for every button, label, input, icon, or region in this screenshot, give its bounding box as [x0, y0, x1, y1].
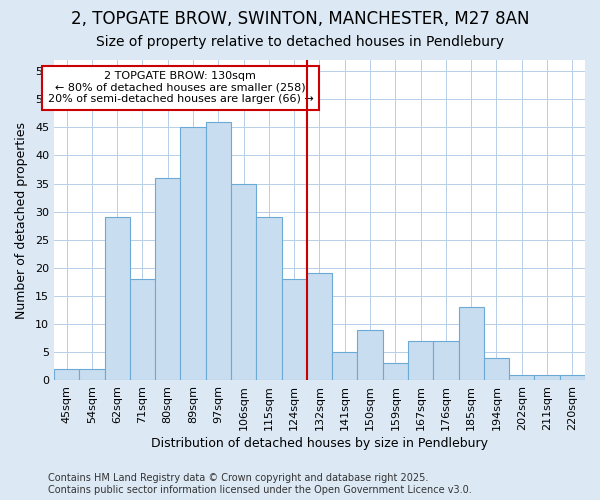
X-axis label: Distribution of detached houses by size in Pendlebury: Distribution of detached houses by size … — [151, 437, 488, 450]
Bar — [433, 341, 458, 380]
Bar — [231, 184, 256, 380]
Bar — [458, 307, 484, 380]
Text: 2 TOPGATE BROW: 130sqm
← 80% of detached houses are smaller (258)
20% of semi-de: 2 TOPGATE BROW: 130sqm ← 80% of detached… — [47, 71, 313, 104]
Bar — [383, 364, 408, 380]
Bar — [332, 352, 358, 380]
Bar — [535, 374, 560, 380]
Bar — [104, 218, 130, 380]
Bar — [307, 274, 332, 380]
Bar — [256, 218, 281, 380]
Bar — [281, 279, 307, 380]
Bar — [560, 374, 585, 380]
Bar — [130, 279, 155, 380]
Bar — [358, 330, 383, 380]
Bar — [79, 369, 104, 380]
Bar — [155, 178, 181, 380]
Bar — [509, 374, 535, 380]
Text: Contains HM Land Registry data © Crown copyright and database right 2025.
Contai: Contains HM Land Registry data © Crown c… — [48, 474, 472, 495]
Bar — [206, 122, 231, 380]
Text: 2, TOPGATE BROW, SWINTON, MANCHESTER, M27 8AN: 2, TOPGATE BROW, SWINTON, MANCHESTER, M2… — [71, 10, 529, 28]
Bar — [181, 128, 206, 380]
Bar — [408, 341, 433, 380]
Bar — [484, 358, 509, 380]
Bar — [54, 369, 79, 380]
Text: Size of property relative to detached houses in Pendlebury: Size of property relative to detached ho… — [96, 35, 504, 49]
Y-axis label: Number of detached properties: Number of detached properties — [15, 122, 28, 318]
